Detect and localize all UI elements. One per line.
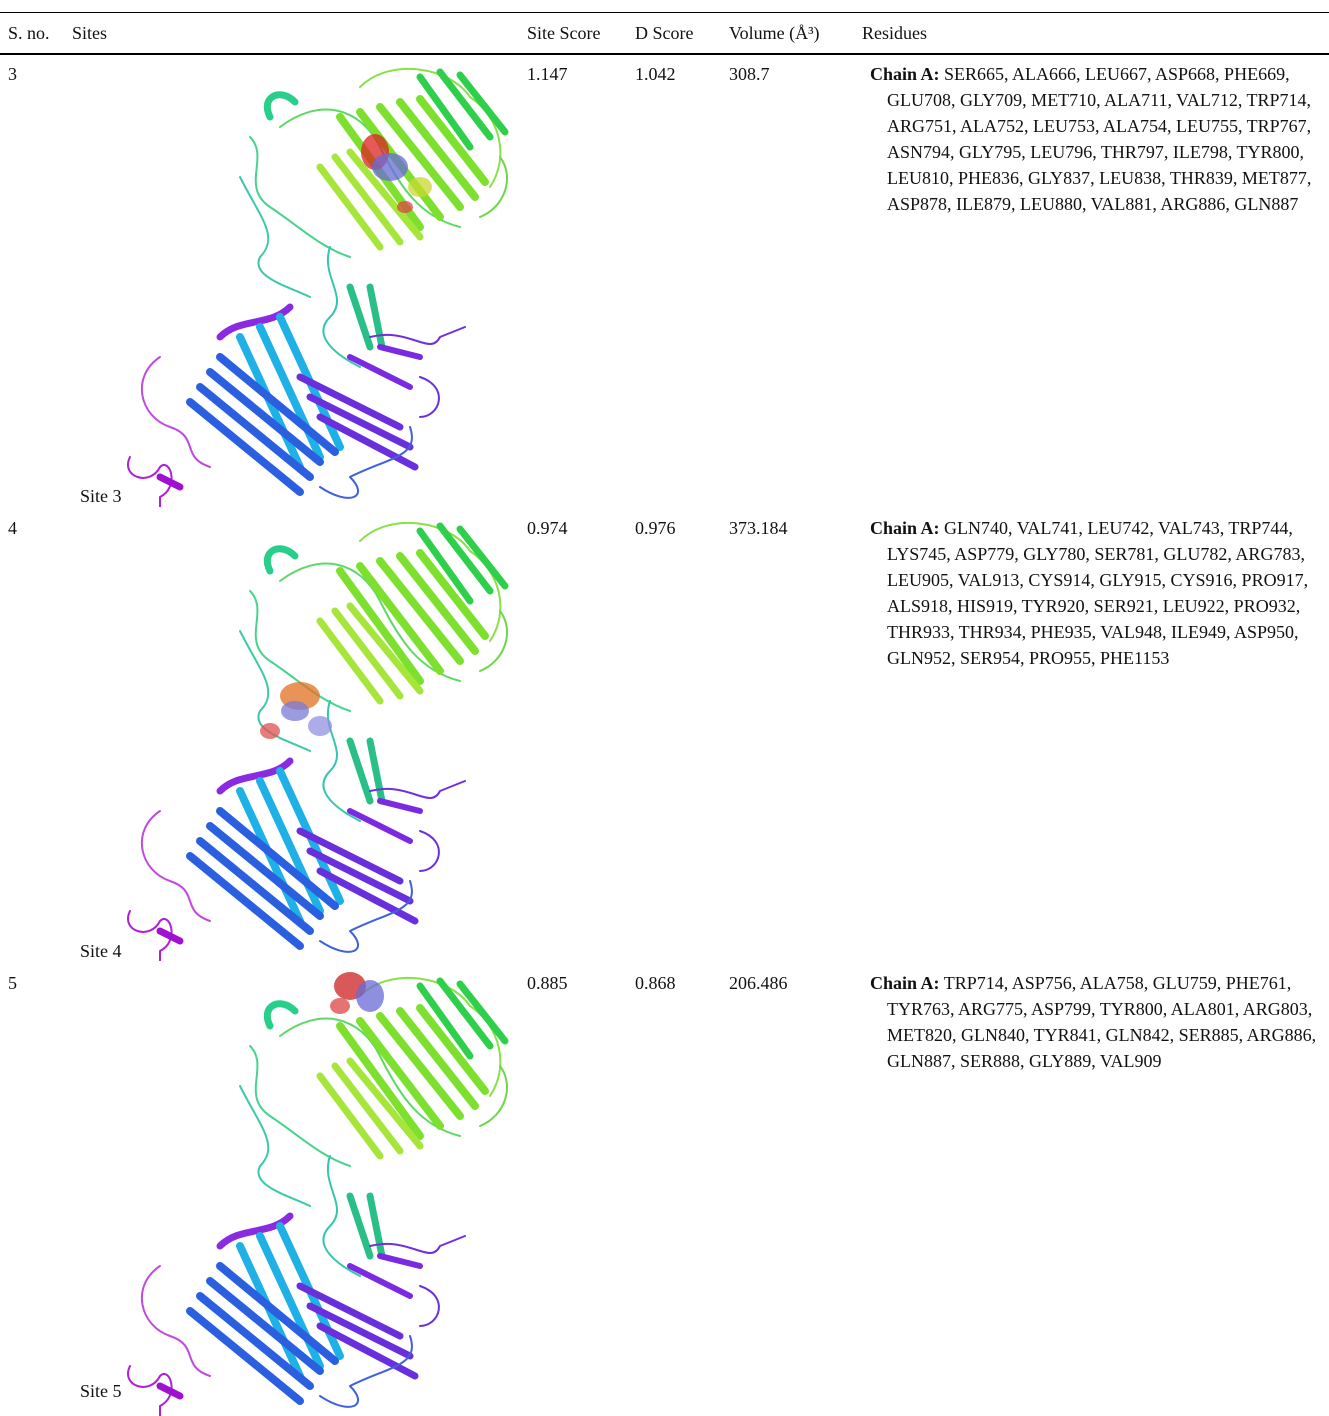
protein-structure (120, 57, 520, 507)
d-score: 0.976 (635, 518, 676, 538)
pocket (260, 723, 280, 739)
site-cell: Site 3 (72, 54, 527, 509)
residues: GLN740, VAL741, LEU742, VAL743, TRP744, … (887, 518, 1309, 668)
residues: TRP714, ASP756, ALA758, GLU759, PHE761, … (887, 973, 1317, 1071)
pocket (281, 701, 309, 721)
chain-label: Chain A: (870, 518, 940, 538)
table-row: 4 Site 4 0.974 0.976 373.184 Chain A: GLN740,… (0, 509, 1329, 964)
pocket (356, 980, 384, 1012)
column-header: D Score (635, 12, 729, 55)
pocket (397, 201, 413, 213)
site-score: 0.974 (527, 518, 568, 538)
site-label: Site 3 (80, 486, 122, 506)
protein-structure (120, 511, 520, 961)
column-header: S. no. (0, 12, 72, 55)
volume: 373.184 (729, 518, 788, 538)
volume: 308.7 (729, 64, 770, 84)
residues-cell: Chain A: GLN740, VAL741, LEU742, VAL743,… (862, 509, 1329, 964)
column-header: Residues (862, 12, 1329, 55)
pocket (408, 177, 432, 197)
residues-cell: Chain A: SER665, ALA666, LEU667, ASP668,… (862, 54, 1329, 509)
residues: SER665, ALA666, LEU667, ASP668, PHE669, … (887, 64, 1312, 214)
column-header: Volume (Å³) (729, 12, 862, 55)
pocket (330, 998, 350, 1014)
serial-number: 3 (8, 64, 17, 84)
chain-label: Chain A: (870, 64, 940, 84)
header-row: S. no. Sites Site Score D Score Volume (Å³) R… (0, 12, 1329, 55)
table-row: 5 Site 5 0.885 0.868 206.486 Chain A: TRP714,… (0, 964, 1329, 1404)
residues-cell: Chain A: TRP714, ASP756, ALA758, GLU759,… (862, 964, 1329, 1404)
ribbon (128, 69, 507, 507)
volume: 206.486 (729, 973, 788, 993)
column-header: Site Score (527, 12, 635, 55)
site-cell: Site 4 (72, 509, 527, 964)
protein-structure (120, 972, 520, 1416)
pocket (308, 716, 332, 736)
ribbon (128, 978, 507, 1416)
ribbon (128, 523, 507, 961)
serial-number: 5 (8, 973, 17, 993)
d-score: 1.042 (635, 64, 676, 84)
site-cell: Site 5 (72, 964, 527, 1404)
site-label: Site 4 (80, 941, 122, 961)
site-label: Site 5 (80, 1381, 122, 1401)
table-row: 3 Site 3 1.147 1.042 308.7 Chain A: SER665, A… (0, 54, 1329, 509)
serial-number: 4 (8, 518, 17, 538)
site-score: 0.885 (527, 973, 568, 993)
chain-label: Chain A: (870, 973, 940, 993)
site-score: 1.147 (527, 64, 568, 84)
table-body: 3 Site 3 1.147 1.042 308.7 Chain A: SER665, A… (0, 54, 1329, 1404)
sites-table: S. no. Sites Site Score D Score Volume (Å³) R… (0, 12, 1329, 1404)
pocket (372, 153, 408, 181)
d-score: 0.868 (635, 973, 676, 993)
column-header: Sites (72, 12, 527, 55)
